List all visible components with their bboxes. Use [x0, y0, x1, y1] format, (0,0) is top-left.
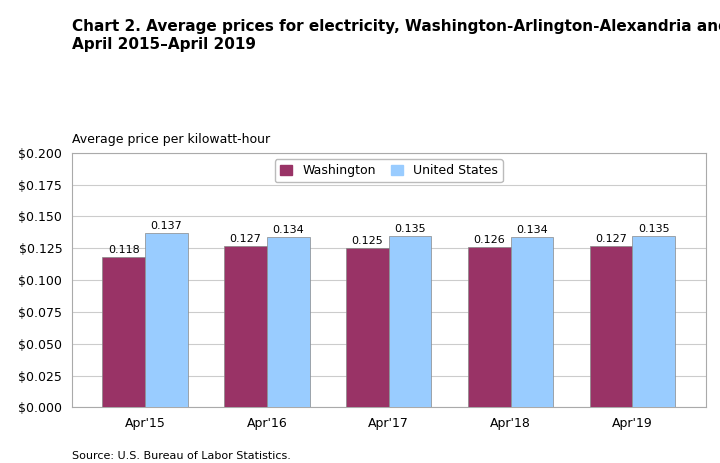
Bar — [267, 237, 310, 407]
Bar — [145, 233, 188, 407]
Text: 0.125: 0.125 — [351, 237, 383, 246]
Text: 0.127: 0.127 — [595, 234, 627, 244]
Bar — [346, 248, 389, 407]
Text: 0.134: 0.134 — [272, 225, 304, 235]
Text: 0.127: 0.127 — [230, 234, 261, 244]
Text: 0.135: 0.135 — [395, 224, 426, 234]
Bar — [632, 236, 675, 407]
Text: 0.126: 0.126 — [474, 235, 505, 245]
Bar — [389, 236, 431, 407]
Bar — [510, 237, 553, 407]
Text: 0.137: 0.137 — [150, 221, 182, 231]
Bar — [590, 246, 632, 407]
Bar — [225, 246, 267, 407]
Text: Average price per kilowatt-hour: Average price per kilowatt-hour — [72, 133, 270, 146]
Text: Source: U.S. Bureau of Labor Statistics.: Source: U.S. Bureau of Labor Statistics. — [72, 450, 291, 461]
Bar — [468, 247, 510, 407]
Legend: Washington, United States: Washington, United States — [274, 159, 503, 182]
Text: 0.135: 0.135 — [638, 224, 670, 234]
Bar — [102, 257, 145, 407]
Text: 0.134: 0.134 — [516, 225, 548, 235]
Text: Chart 2. Average prices for electricity, Washington-Arlington-Alexandria and Uni: Chart 2. Average prices for electricity,… — [72, 19, 720, 52]
Text: 0.118: 0.118 — [108, 245, 140, 255]
